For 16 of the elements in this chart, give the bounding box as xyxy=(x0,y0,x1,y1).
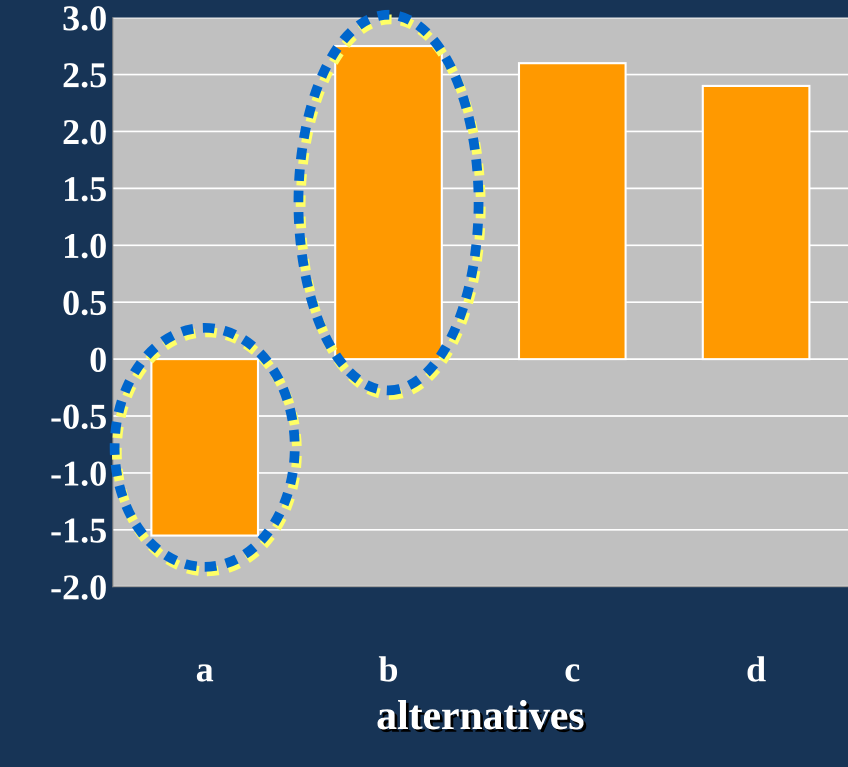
y-tick-label: 0.5 xyxy=(63,290,106,316)
y-tick-label: -2.0 xyxy=(51,575,106,600)
y-tick-label: 2.0 xyxy=(64,120,106,145)
x-axis-title: alternatives xyxy=(378,700,586,732)
y-tick-label: 1.0 xyxy=(64,234,106,258)
x-tick-label: d xyxy=(748,656,766,682)
x-tick-label: a xyxy=(196,664,214,682)
y-tick-label: 1.5 xyxy=(64,177,106,202)
y-tick-label: 0 xyxy=(90,348,106,372)
x-tick-label: b xyxy=(378,656,398,682)
y-tick-label: -0.5 xyxy=(51,404,106,430)
y-tick-label: 3.0 xyxy=(63,6,106,31)
y-tick-label: -1.5 xyxy=(51,518,106,543)
x-tick-label: c xyxy=(566,664,580,682)
y-tick-label: 2.5 xyxy=(64,63,106,88)
y-tick-label: -1.0 xyxy=(51,461,106,486)
